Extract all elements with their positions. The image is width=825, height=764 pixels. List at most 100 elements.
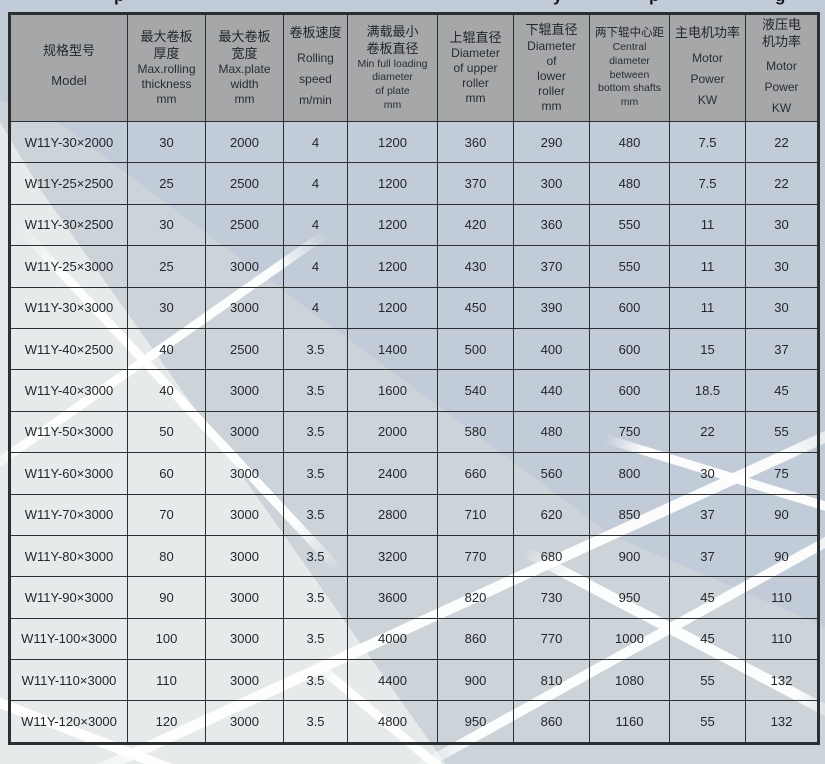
cell-model: W11Y-30×2000 xyxy=(9,120,128,164)
cell-min-diameter: 1600 xyxy=(347,369,438,412)
header-zh-label: 规格型号 xyxy=(42,43,95,59)
table-row: W11Y-25×3000 25 3000 4 1200 430 370 550 11 30 xyxy=(9,245,819,288)
header-en-label: Rolling speed m/min xyxy=(297,50,334,107)
cell-hydraulic-motor-power: 45 xyxy=(745,369,819,412)
cell-lower-roller: 300 xyxy=(513,162,590,205)
header-en-label: Min full loading diameter of plate mm xyxy=(357,57,428,111)
cell-rolling-speed: 3.5 xyxy=(283,493,348,536)
cell-rolling-speed: 4 xyxy=(283,162,348,205)
cell-model: W11Y-30×2500 xyxy=(9,203,128,247)
cell-upper-roller: 370 xyxy=(437,162,514,205)
cell-min-diameter: 1200 xyxy=(347,120,438,164)
header-model: 规格型号 Model xyxy=(9,13,128,122)
cell-upper-roller: 540 xyxy=(437,369,514,412)
cell-lower-roller: 730 xyxy=(513,576,590,619)
cropped-title-fragment: p xyxy=(114,0,124,6)
cell-main-motor-power: 11 xyxy=(669,286,746,329)
cell-rolling-speed: 4 xyxy=(283,286,348,329)
cell-min-diameter: 4800 xyxy=(347,700,438,744)
header-en-label: Max.plate width mm xyxy=(218,62,271,107)
cell-upper-roller: 820 xyxy=(437,576,514,619)
cell-max-thickness: 120 xyxy=(127,700,206,744)
cell-min-diameter: 1200 xyxy=(347,162,438,205)
cell-model: W11Y-60×3000 xyxy=(9,452,128,495)
header-zh-label: 上辊直径 xyxy=(449,29,502,45)
cell-lower-roller: 620 xyxy=(513,493,590,536)
header-zh-label: 最大卷板 厚度 xyxy=(140,28,193,61)
cell-model: W11Y-80×3000 xyxy=(9,534,128,578)
cropped-title-fragment: p xyxy=(649,0,659,6)
cell-max-thickness: 40 xyxy=(127,327,206,371)
table-row: W11Y-90×3000 90 3000 3.5 3600 820 730 950 45 110 xyxy=(9,576,819,619)
cell-lower-roller: 370 xyxy=(513,245,590,288)
cell-min-diameter: 2400 xyxy=(347,452,438,495)
table-row: W11Y-50×3000 50 3000 3.5 2000 580 480 750 22 55 xyxy=(9,410,819,454)
cell-center-distance: 550 xyxy=(589,245,670,288)
cell-hydraulic-motor-power: 30 xyxy=(745,203,819,247)
cell-max-width: 3000 xyxy=(205,534,284,578)
cell-rolling-speed: 3.5 xyxy=(283,576,348,619)
cell-model: W11Y-70×3000 xyxy=(9,493,128,536)
header-rolling-speed: 卷板速度 Rolling speed m/min xyxy=(283,13,348,122)
cell-upper-roller: 950 xyxy=(437,700,514,744)
cell-model: W11Y-25×2500 xyxy=(9,162,128,205)
cell-max-thickness: 40 xyxy=(127,369,206,412)
cell-max-width: 3000 xyxy=(205,576,284,619)
cell-min-diameter: 3200 xyxy=(347,534,438,578)
cell-lower-roller: 810 xyxy=(513,659,590,702)
header-en-label: Motor Power KW xyxy=(764,59,799,116)
cell-lower-roller: 290 xyxy=(513,120,590,164)
cell-main-motor-power: 55 xyxy=(669,700,746,744)
cell-min-diameter: 4000 xyxy=(347,617,438,661)
header-en-label: Diameter of upper roller mm xyxy=(451,46,500,106)
cell-max-width: 2500 xyxy=(205,203,284,247)
cell-rolling-speed: 3.5 xyxy=(283,700,348,744)
cell-max-width: 3000 xyxy=(205,493,284,536)
cell-main-motor-power: 18.5 xyxy=(669,369,746,412)
cell-center-distance: 550 xyxy=(589,203,670,247)
header-en-label: Central diameter between bottom shafts m… xyxy=(597,41,662,108)
table-row: W11Y-40×3000 40 3000 3.5 1600 540 440 600 18.5 45 xyxy=(9,369,819,412)
cell-main-motor-power: 7.5 xyxy=(669,120,746,164)
cell-max-width: 3000 xyxy=(205,286,284,329)
header-zh-label: 主电机功率 xyxy=(674,25,740,41)
cell-rolling-speed: 4 xyxy=(283,245,348,288)
cell-main-motor-power: 45 xyxy=(669,576,746,619)
cell-rolling-speed: 3.5 xyxy=(283,617,348,661)
cell-rolling-speed: 3.5 xyxy=(283,659,348,702)
header-zh-label: 下辊直径 xyxy=(525,22,578,38)
cell-main-motor-power: 11 xyxy=(669,203,746,247)
table-row: W11Y-120×3000 120 3000 3.5 4800 950 860 1160 55 1… xyxy=(9,700,819,744)
cell-main-motor-power: 45 xyxy=(669,617,746,661)
cell-upper-roller: 860 xyxy=(437,617,514,661)
cell-max-width: 3000 xyxy=(205,700,284,744)
cell-model: W11Y-30×3000 xyxy=(9,286,128,329)
cell-lower-roller: 400 xyxy=(513,327,590,371)
cell-model: W11Y-25×3000 xyxy=(9,245,128,288)
cell-max-thickness: 30 xyxy=(127,120,206,164)
cell-min-diameter: 2000 xyxy=(347,410,438,454)
cell-min-diameter: 3600 xyxy=(347,576,438,619)
header-zh-label: 两下辊中心距 xyxy=(595,27,664,40)
cell-max-width: 3000 xyxy=(205,659,284,702)
cell-min-diameter: 2800 xyxy=(347,493,438,536)
cell-model: W11Y-90×3000 xyxy=(9,576,128,619)
spec-table: 规格型号 Model 最大卷板 厚度 Max.rolling thickness… xyxy=(8,12,820,745)
header-row: 规格型号 Model 最大卷板 厚度 Max.rolling thickness… xyxy=(9,13,819,122)
table-row: W11Y-30×3000 30 3000 4 1200 450 390 600 11 30 xyxy=(9,286,819,329)
cropped-title: p y p g xyxy=(0,0,825,7)
header-center-distance: 两下辊中心距 Central diameter between bottom s… xyxy=(589,13,670,122)
cell-rolling-speed: 4 xyxy=(283,203,348,247)
cell-min-diameter: 1200 xyxy=(347,286,438,329)
cell-min-diameter: 1400 xyxy=(347,327,438,371)
header-main-motor-power: 主电机功率 Motor Power KW xyxy=(669,13,746,122)
cropped-title-fragment: g xyxy=(775,0,785,6)
cell-hydraulic-motor-power: 110 xyxy=(745,576,819,619)
cell-max-width: 3000 xyxy=(205,245,284,288)
cell-max-thickness: 30 xyxy=(127,286,206,329)
cell-upper-roller: 710 xyxy=(437,493,514,536)
cell-rolling-speed: 4 xyxy=(283,120,348,164)
cell-main-motor-power: 55 xyxy=(669,659,746,702)
table-row: W11Y-80×3000 80 3000 3.5 3200 770 680 900 37 90 xyxy=(9,534,819,578)
header-max-width: 最大卷板 宽度 Max.plate width mm xyxy=(205,13,284,122)
